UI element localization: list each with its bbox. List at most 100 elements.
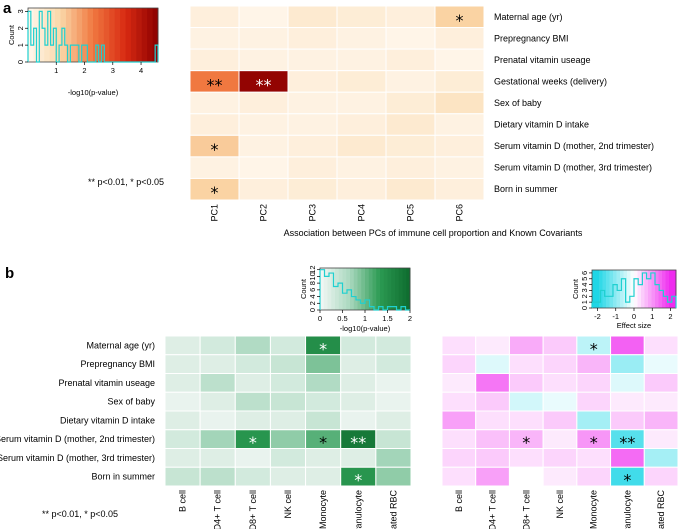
- panel-b-left-cell: Born in summer / Nucleated RBC: 0.8: [375, 466, 412, 487]
- panel-a-key-histogram: [27, 10, 159, 63]
- panel-b-letter: b: [5, 265, 14, 282]
- panel-b-row-label: Serum vitamin D (mother, 3rd trimester): [0, 453, 155, 463]
- panel-b-right-cell: Prenatal vitamin useage / Monocyte: 0.4: [576, 373, 612, 393]
- panel-a-letter: a: [3, 0, 12, 17]
- panel-b-right-key-gradient-segment: [602, 270, 607, 308]
- panel-a-cell: Dietary vitamin D intake / PC1: 0.3: [189, 113, 240, 136]
- panel-b-right-key-gradient-segment: [634, 270, 638, 308]
- panel-b-left-cell: Maternal age (yr) / Granulocyte: 0.3: [340, 335, 377, 356]
- panel-a-key-gradient-segment: [93, 8, 99, 62]
- panel-b-right-cell: Dietary vitamin D intake / Granulocyte: …: [610, 410, 645, 431]
- panel-a-cell: Maternal age (yr) / PC3: 0.5: [287, 5, 338, 29]
- panel-a-key-gradient-segment: [65, 8, 72, 62]
- panel-a-column-label: PC1: [210, 204, 220, 222]
- panel-b-left-key-y-tick-label: 4: [308, 294, 317, 298]
- panel-b-left-key-gradient-segment: [342, 268, 347, 310]
- panel-a-cell: Born in summer / PC2: 0.3: [238, 177, 289, 201]
- panel-b-right-cell: Sex of baby / B cell: 0.3: [441, 391, 477, 412]
- panel-b-left-cell: Prenatal vitamin useage / NK cell: 0.3: [269, 373, 307, 393]
- panel-b-left-cell: Dietary vitamin D intake / CD4+ T cell: …: [199, 410, 236, 431]
- panel-a-cell: Serum vitamin D (mother, 2nd trimester) …: [238, 134, 289, 158]
- panel-b-left-cell: Dietary vitamin D intake / CD8+ T cell: …: [234, 410, 271, 431]
- panel-a-cell: Dietary vitamin D intake / PC4: 0.3: [336, 113, 387, 136]
- panel-a-column-label: PC4: [357, 204, 367, 222]
- panel-b-left-key-gradient-segment: [320, 268, 325, 310]
- panel-b-left-cell: Maternal age (yr) / CD8+ T cell: 0.6: [234, 335, 271, 356]
- panel-a-title: Association between PCs of immune cell p…: [284, 228, 583, 238]
- panel-a-key-gradient-segment: [130, 8, 137, 62]
- panel-b-left-cell: Sex of baby / B cell: 0.1: [164, 391, 201, 412]
- panel-a-cell: Prepregnancy BMI / PC2: 0.2: [238, 27, 289, 50]
- panel-b-right-cell: Born in summer / NK cell: 0.2: [542, 466, 578, 487]
- panel-b-left-key-gradient-segment: [368, 268, 373, 310]
- panel-a-key-x-tick-label: 3: [111, 66, 115, 75]
- panel-b-left-cell: Dietary vitamin D intake / Nucleated RBC…: [375, 410, 412, 431]
- panel-b-right-key-gradient-segment: [644, 270, 649, 308]
- panel-b-right-key-x-axis-label: Effect size: [617, 321, 651, 330]
- panel-b-left-cell: Prepregnancy BMI / Monocyte: 0.9: [305, 354, 342, 374]
- panel-b-significance-note: ** p<0.01, * p<0.05: [42, 509, 118, 519]
- panel-b-right-cell: Prepregnancy BMI / Granulocyte: -0.9: [610, 354, 645, 374]
- panel-b-left-key-gradient-segment: [387, 268, 392, 310]
- panel-a-cell: Prenatal vitamin useage / PC3: 0.2: [287, 48, 338, 72]
- panel-b-right-column-label: Monocyte: [589, 490, 599, 529]
- panel-b-right-key-x-tick-label: 0: [632, 312, 636, 321]
- panel-b-right-cell: Maternal age (yr) / CD4+ T cell: 0.2: [475, 335, 510, 356]
- panel-b-left-cell: Serum vitamin D (mother, 3rd trimester) …: [340, 448, 377, 468]
- panel-a-cell: Gestational weeks (delivery) / PC6: 0.4: [434, 70, 485, 93]
- panel-b-left-key-gradient-segment: [361, 268, 366, 310]
- panel-b-left-significance-star: *: [319, 433, 327, 452]
- panel-a-row-label: Serum vitamin D (mother, 2nd trimester): [494, 141, 654, 151]
- panel-b-right-cell: Serum vitamin D (mother, 2nd trimester) …: [643, 429, 679, 449]
- panel-b-left-cell: Born in summer / CD4+ T cell: 0.5: [199, 466, 236, 487]
- panel-a-key-gradient-segment: [147, 8, 153, 62]
- panel-b-left-cell: Sex of baby / Nucleated RBC: 0.1: [375, 391, 412, 412]
- panel-b-right-cell: Serum vitamin D (mother, 3rd trimester) …: [576, 448, 612, 468]
- panel-b-left-key-gradient-segment: [346, 268, 351, 310]
- panel-a-significance-star: *: [211, 183, 219, 202]
- panel-b-left-cell: Serum vitamin D (mother, 3rd trimester) …: [199, 448, 236, 468]
- panel-a-key-gradient-segment: [71, 8, 78, 62]
- panel-b-right-cell: Prepregnancy BMI / Monocyte: 0.7: [576, 354, 612, 374]
- panel-a-row-label: Gestational weeks (delivery): [494, 76, 607, 86]
- panel-b-left-cell: Serum vitamin D (mother, 2nd trimester) …: [269, 429, 307, 449]
- panel-a-cell: Dietary vitamin D intake / PC5: 0.5: [385, 113, 436, 136]
- panel-a-cell: Prepregnancy BMI / PC5: 0.1: [385, 27, 436, 50]
- panel-a-column-label: PC3: [308, 204, 318, 222]
- panel-b-left-key-x-tick-label: 0: [318, 314, 322, 323]
- panel-b-right-key-y-tick-label: 5: [580, 277, 589, 281]
- panel-b-left-cell: Prepregnancy BMI / Granulocyte: 0.2: [340, 354, 377, 374]
- panel-b-left-cell: Sex of baby / Monocyte: 0.3: [305, 391, 342, 412]
- panel-b-row-label: Maternal age (yr): [86, 340, 155, 350]
- panel-a-cell: Serum vitamin D (mother, 2nd trimester) …: [385, 134, 436, 158]
- panel-a-significance-star: *: [456, 11, 464, 30]
- panel-b-left-significance-star: *: [319, 339, 327, 358]
- panel-a-cell: Maternal age (yr) / PC4: 0.4: [336, 5, 387, 29]
- panel-b-left-cell: Sex of baby / NK cell: 0.4: [269, 391, 307, 412]
- panel-a-cell: Born in summer / PC3: 0.4: [287, 177, 338, 201]
- panel-b-left-key-gradient-segment: [353, 268, 358, 310]
- panel-b-right-key-gradient-segment: [613, 270, 617, 308]
- panel-b-right-cell: Serum vitamin D (mother, 2nd trimester) …: [475, 429, 510, 449]
- panel-b-right-significance-star: **: [619, 433, 635, 452]
- panel-a-cell: Born in summer / PC5: 0.5: [385, 177, 436, 201]
- panel-b-right-cell: Serum vitamin D (mother, 3rd trimester) …: [441, 448, 477, 468]
- panel-a-heatmap: Maternal age (yr) / PC1: 0.3Maternal age…: [189, 5, 485, 202]
- panel-a-key-x-axis-label: -log10(p-value): [68, 88, 119, 97]
- panel-b-right-significance-star: *: [590, 433, 598, 452]
- panel-b-left-cell: Maternal age (yr) / Nucleated RBC: 0.3: [375, 335, 412, 356]
- panel-b-right-cell: Dietary vitamin D intake / B cell: 0.9: [441, 410, 477, 431]
- panel-b-right-key-x-tick-label: 1: [650, 312, 654, 321]
- panel-b-right-cell: Serum vitamin D (mother, 2nd trimester) …: [441, 429, 477, 449]
- panel-b-right-cell: Born in summer / CD4+ T cell: 0.9: [475, 466, 510, 487]
- panel-a-cell: Serum vitamin D (mother, 3rd trimester) …: [189, 156, 240, 179]
- panel-a-key-gradient-segment: [44, 8, 51, 62]
- panel-a-cell: Sex of baby / PC1: 0.2: [189, 91, 240, 115]
- panel-b-left-column-label: Granulocyte: [353, 490, 363, 529]
- panel-a-cell: Dietary vitamin D intake / PC6: 0.2: [434, 113, 485, 136]
- panel-b-left-key-y-tick-label: 2: [308, 301, 317, 305]
- panel-a-key-gradient-segment: [49, 8, 56, 62]
- panel-a-cell: Born in summer / PC4: 0.3: [336, 177, 387, 201]
- panel-a-cell: Serum vitamin D (mother, 3rd trimester) …: [385, 156, 436, 179]
